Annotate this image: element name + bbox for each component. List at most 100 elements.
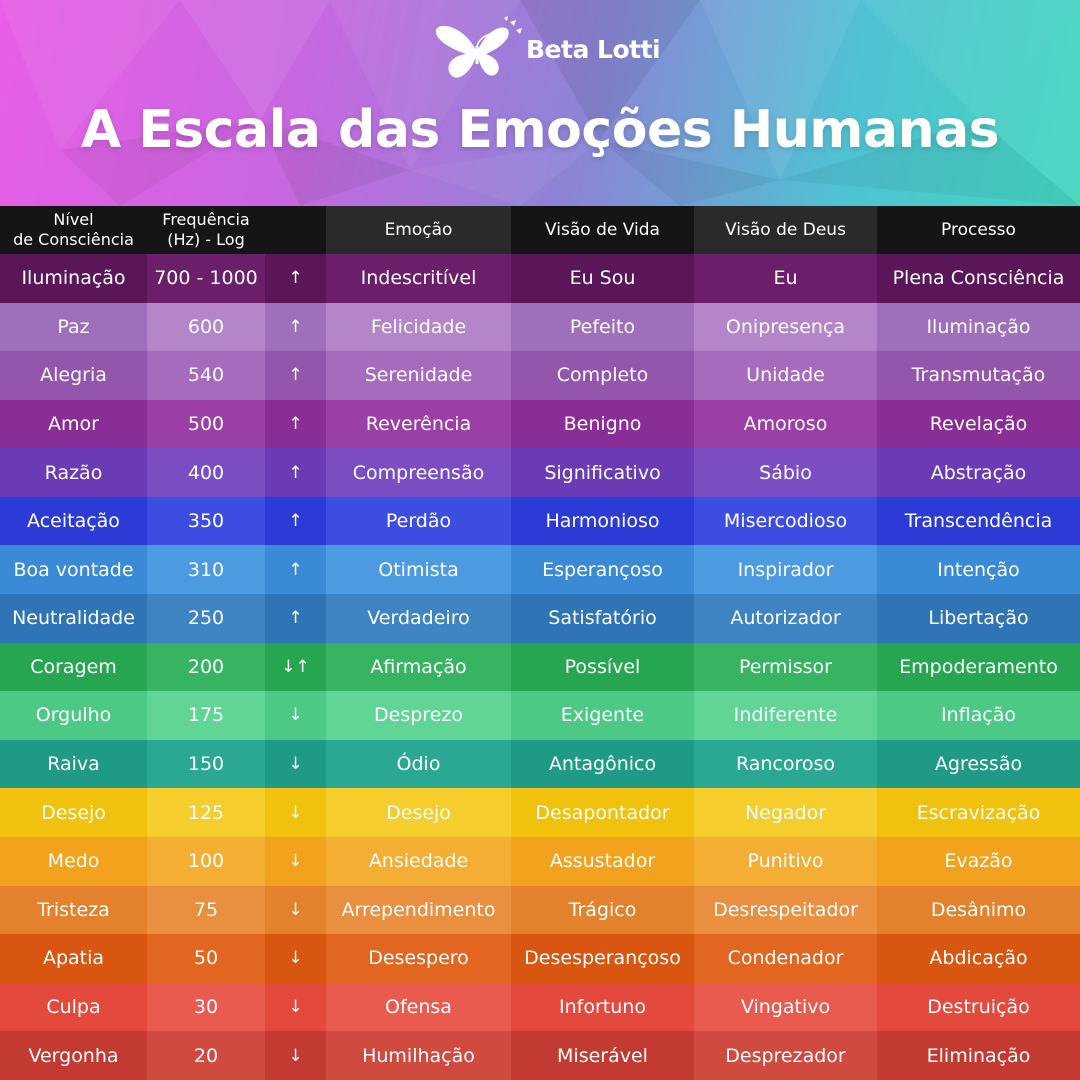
life-view-cell: Completo <box>511 351 694 400</box>
life-view-cell: Significativo <box>511 448 694 497</box>
header-frequency: Frequência (Hz) - Log <box>147 206 265 254</box>
process-cell: Abstração <box>877 448 1080 497</box>
frequency-cell: 30 <box>147 982 265 1032</box>
table-row: Medo 100 ↓ Ansiedade Assustador Punitivo Evazã… <box>0 836 1080 886</box>
arrow-cell: ↓ <box>265 885 326 935</box>
god-view-cell: Desrespeitador <box>694 885 877 935</box>
table-row: Razão 400 ↑ Compreensão Significativo Sábio Ab… <box>0 448 1080 497</box>
god-view-cell: Desprezador <box>694 1031 877 1080</box>
level-cell: Desejo <box>0 788 147 837</box>
header-level-line2: de Consciência <box>13 230 134 249</box>
process-cell: Destruição <box>877 982 1080 1032</box>
hero-banner: Beta Lotti A Escala das Emoções Humanas <box>0 0 1080 206</box>
page-title: A Escala das Emoções Humanas <box>80 100 1000 160</box>
header-frequency-line2: (Hz) - Log <box>167 230 245 249</box>
frequency-cell: 350 <box>147 496 265 546</box>
table-row: Aceitação 350 ↑ Perdão Harmonioso Misercodios… <box>0 496 1080 546</box>
life-view-cell: Exigente <box>511 691 694 740</box>
table-row: Apatia 50 ↓ Desespero Desesperançoso Condenad… <box>0 934 1080 983</box>
god-view-cell: Rancoroso <box>694 739 877 789</box>
process-cell: Desânimo <box>877 885 1080 935</box>
god-view-cell: Vingativo <box>694 982 877 1032</box>
life-view-cell: Trágico <box>511 885 694 935</box>
arrow-cell: ↑ <box>265 448 326 497</box>
table-row: Tristeza 75 ↓ Arrependimento Trágico Desrespe… <box>0 885 1080 935</box>
frequency-cell: 100 <box>147 836 265 886</box>
process-cell: Abdicação <box>877 934 1080 983</box>
level-cell: Razão <box>0 448 147 497</box>
life-view-cell: Desesperançoso <box>511 934 694 983</box>
life-view-cell: Benigno <box>511 399 694 449</box>
level-cell: Vergonha <box>0 1031 147 1080</box>
emotion-cell: Ansiedade <box>326 836 511 886</box>
process-cell: Transmutação <box>877 351 1080 400</box>
arrow-cell: ↑ <box>265 399 326 449</box>
header-level: Nível de Consciência <box>0 206 147 254</box>
frequency-cell: 150 <box>147 739 265 789</box>
table-row: Amor 500 ↑ Reverência Benigno Amoroso Revelaçã… <box>0 399 1080 449</box>
arrow-cell: ↓ <box>265 934 326 983</box>
level-cell: Boa vontade <box>0 545 147 595</box>
arrow-cell: ↓ <box>265 982 326 1032</box>
emotion-cell: Verdadeiro <box>326 594 511 643</box>
table-row: Orgulho 175 ↓ Desprezo Exigente Indiferente In… <box>0 691 1080 740</box>
header-arrow <box>265 206 326 254</box>
process-cell: Empoderamento <box>877 642 1080 692</box>
frequency-cell: 250 <box>147 594 265 643</box>
god-view-cell: Misercodioso <box>694 496 877 546</box>
life-view-cell: Possível <box>511 642 694 692</box>
table-body: Iluminação 700 - 1000 ↑ Indescritível Eu Sou… <box>0 254 1080 1080</box>
header-life-view: Visão de Vida <box>511 206 694 254</box>
life-view-cell: Infortuno <box>511 982 694 1032</box>
emotion-cell: Arrependimento <box>326 885 511 935</box>
arrow-cell: ↑ <box>265 254 326 303</box>
god-view-cell: Autorizador <box>694 594 877 643</box>
life-view-cell: Desapontador <box>511 788 694 837</box>
table-row: Raiva 150 ↓ Ódio Antagônico Rancoroso Agressão <box>0 739 1080 789</box>
arrow-cell: ↓ <box>265 691 326 740</box>
god-view-cell: Amoroso <box>694 399 877 449</box>
frequency-cell: 540 <box>147 351 265 400</box>
table-row: Boa vontade 310 ↑ Otimista Esperançoso Inspir… <box>0 545 1080 595</box>
process-cell: Intenção <box>877 545 1080 595</box>
frequency-cell: 20 <box>147 1031 265 1080</box>
header-god-view: Visão de Deus <box>694 206 877 254</box>
level-cell: Orgulho <box>0 691 147 740</box>
table-row: Neutralidade 250 ↑ Verdadeiro Satisfatório Au… <box>0 594 1080 643</box>
god-view-cell: Punitivo <box>694 836 877 886</box>
frequency-cell: 700 - 1000 <box>147 254 265 303</box>
god-view-cell: Sábio <box>694 448 877 497</box>
process-cell: Escravização <box>877 788 1080 837</box>
frequency-cell: 310 <box>147 545 265 595</box>
process-cell: Eliminação <box>877 1031 1080 1080</box>
process-cell: Evazão <box>877 836 1080 886</box>
header-emotion: Emoção <box>326 206 511 254</box>
emotion-cell: Indescritível <box>326 254 511 303</box>
life-view-cell: Antagônico <box>511 739 694 789</box>
emotion-cell: Felicidade <box>326 302 511 352</box>
level-cell: Coragem <box>0 642 147 692</box>
emotion-cell: Humilhação <box>326 1031 511 1080</box>
level-cell: Iluminação <box>0 254 147 303</box>
life-view-cell: Pefeito <box>511 302 694 352</box>
god-view-cell: Inspirador <box>694 545 877 595</box>
god-view-cell: Unidade <box>694 351 877 400</box>
arrow-cell: ↓ <box>265 836 326 886</box>
emotion-cell: Perdão <box>326 496 511 546</box>
emotion-cell: Serenidade <box>326 351 511 400</box>
arrow-cell: ↓ <box>265 1031 326 1080</box>
emotion-cell: Reverência <box>326 399 511 449</box>
level-cell: Culpa <box>0 982 147 1032</box>
god-view-cell: Permissor <box>694 642 877 692</box>
table-row: Desejo 125 ↓ Desejo Desapontador Negador Escra… <box>0 788 1080 837</box>
table-row: Iluminação 700 - 1000 ↑ Indescritível Eu Sou… <box>0 254 1080 303</box>
process-cell: Libertação <box>877 594 1080 643</box>
life-view-cell: Assustador <box>511 836 694 886</box>
process-cell: Plena Consciência <box>877 254 1080 303</box>
life-view-cell: Miserável <box>511 1031 694 1080</box>
frequency-cell: 75 <box>147 885 265 935</box>
frequency-cell: 175 <box>147 691 265 740</box>
process-cell: Revelação <box>877 399 1080 449</box>
arrow-cell: ↓↑ <box>265 642 326 692</box>
header-frequency-line1: Frequência <box>162 210 250 229</box>
